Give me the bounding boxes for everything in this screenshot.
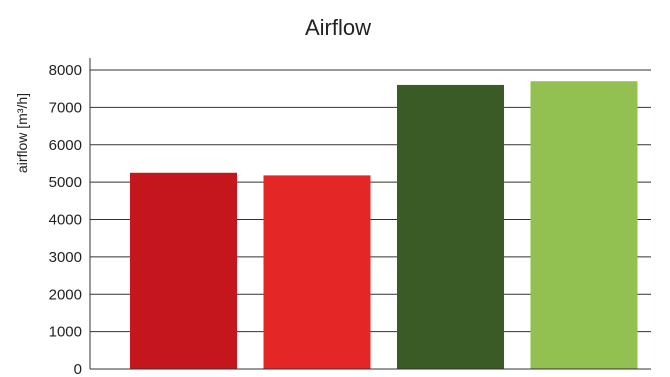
y-tick-label: 2000 bbox=[49, 286, 82, 303]
y-tick-label: 7000 bbox=[49, 99, 82, 116]
bar-1 bbox=[130, 172, 237, 369]
y-tick-label: 4000 bbox=[49, 212, 82, 229]
y-tick-label: 1000 bbox=[49, 324, 82, 341]
y-tick-label: 0 bbox=[74, 361, 82, 377]
y-tick-label: 3000 bbox=[49, 249, 82, 266]
y-tick-labels: 0 1000 2000 3000 4000 5000 6000 7000 8000 bbox=[49, 62, 82, 377]
y-tick-label: 5000 bbox=[49, 174, 82, 191]
bar-2 bbox=[263, 175, 371, 369]
y-axis-label: airflow [m³/h] bbox=[14, 93, 30, 173]
y-tick-label: 8000 bbox=[49, 62, 82, 79]
bars-group bbox=[130, 81, 638, 370]
bar-4 bbox=[530, 81, 638, 370]
bar-3 bbox=[397, 84, 504, 369]
chart-title: Airflow bbox=[305, 15, 371, 40]
y-tick-label: 6000 bbox=[49, 137, 82, 154]
